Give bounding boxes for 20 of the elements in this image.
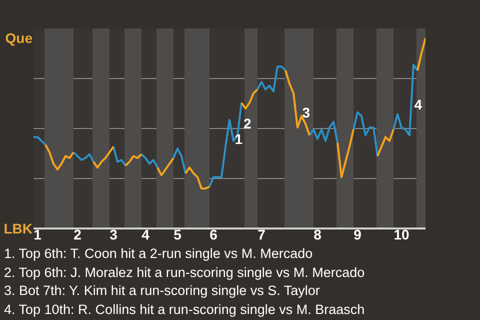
- text: LBK: [4, 220, 33, 236]
- x-tick-label: 9: [354, 226, 362, 242]
- annotation: 2: [244, 116, 252, 132]
- x-tick-label: 8: [314, 226, 322, 242]
- x-tick-label: 10: [394, 226, 410, 242]
- x-tick-label: 2: [74, 226, 82, 242]
- text: Que: [5, 30, 33, 46]
- text: 4. Top 10th: R. Collins hit a run-scoring single vs M. Braasch: [4, 300, 365, 319]
- text: 3. Bot 7th: Y. Kim hit a run-scoring single vs S. Taylor: [4, 282, 321, 300]
- x-tick-label: 3: [110, 226, 118, 242]
- text: 2. Top 6th: J. Moralez hit a run-scoring single vs M. Mercado: [4, 264, 365, 282]
- annotation: 3: [302, 104, 310, 120]
- text: 1. Top 6th: T. Coon hit a 2-run single vs M. Mercado: [4, 245, 314, 263]
- x-tick-label: 7: [258, 226, 266, 242]
- annotation: 1: [234, 130, 243, 147]
- x-tick-label: 6: [210, 226, 218, 242]
- x-tick-label: 5: [174, 226, 182, 242]
- x-tick-label: 4: [142, 226, 150, 242]
- x-tick-label: 1: [34, 226, 42, 242]
- annotation: 4: [414, 96, 422, 113]
